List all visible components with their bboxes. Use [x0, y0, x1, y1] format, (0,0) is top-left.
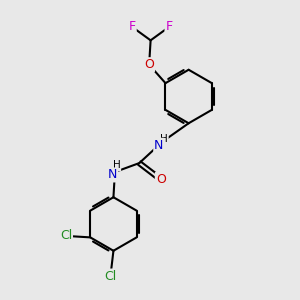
Text: N: N [108, 169, 117, 182]
Text: N: N [154, 139, 164, 152]
Text: F: F [129, 20, 136, 34]
Text: O: O [156, 173, 166, 186]
Text: H: H [160, 134, 168, 144]
Text: Cl: Cl [104, 269, 117, 283]
Text: F: F [166, 20, 172, 34]
Text: Cl: Cl [60, 230, 72, 242]
Text: O: O [144, 58, 154, 71]
Text: H: H [112, 160, 120, 170]
